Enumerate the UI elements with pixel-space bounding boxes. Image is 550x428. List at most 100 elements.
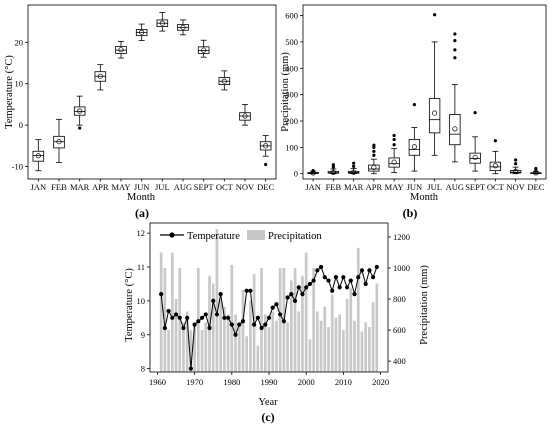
temperature-point-2019 [374,264,379,270]
box-iqr [428,98,441,134]
b-box-jul [428,13,441,156]
temperature-point-1969 [188,366,194,371]
b-xtick-label: APR [366,182,383,192]
c-y2tick-label: 600 [393,325,406,335]
temperature-point-1985 [248,288,253,293]
a-ytick-label: 10 [15,79,24,89]
temperature-point-1967 [181,325,186,331]
temperature-point-1996 [289,292,294,297]
precipitation-bar-1970 [193,326,196,372]
temperature-point-2018 [371,275,376,280]
b-box-jun [408,103,421,172]
temperature-point-1970 [192,322,197,327]
precipitation-bar-1968 [185,311,189,372]
precipitation-bar-1962 [163,268,167,372]
b-box-aug [449,32,461,163]
c-xtick-label: 1990 [261,377,278,387]
temperature-point-1993 [278,312,283,317]
temperature-point-1972 [199,315,205,320]
temperature-point-2012 [348,278,353,283]
temperature-point-2005 [322,275,327,280]
b-plot-frame [302,4,547,180]
box-mean-marker [139,29,145,35]
box-mean-marker [411,144,417,150]
a-xtick-label: JUN [134,182,150,192]
temperature-point-2002 [311,278,316,283]
box-iqr [73,106,86,116]
panel-b-ylabel: Precipitation (mm) [280,52,291,132]
precipitation-bar-2000 [304,252,308,372]
outlier-point [534,166,538,171]
precipitation-bar-1973 [204,322,208,372]
precipitation-bar-1978 [223,306,226,372]
box-mean-marker [242,113,248,119]
b-xtick-label: FEB [326,182,342,192]
legend-temperature-label: Temperature [187,231,240,242]
a-xtick-label: APR [92,182,109,192]
precipitation-bar-1976 [215,229,219,372]
precipitation-bar-1988 [260,268,263,372]
b-xtick-label: MAR [344,182,364,192]
outlier-point [78,126,82,130]
box-mean-marker [351,169,357,175]
a-box-nov [239,104,251,126]
temperature-point-1971 [196,319,201,324]
b-xtick-label: JUN [407,182,423,192]
temperature-point-1990 [266,315,272,320]
c-xtick-label: 2020 [372,377,389,387]
b-box-oct [489,139,502,175]
precipitation-bar-2004 [319,320,323,372]
precipitation-bar-1967 [182,322,185,372]
box-iqr [32,150,45,162]
c-ytick-label: 10 [137,296,146,306]
outlier-point [473,110,477,115]
precipitation-bar-2009 [338,314,341,372]
temperature-point-2014 [356,275,361,280]
panel-b-caption: (b) [403,206,418,220]
outlier-point [392,143,396,147]
box-mean-marker [97,73,103,79]
b-xtick-label: OCT [487,182,505,192]
a-xtick-label: AUG [174,182,192,192]
b-ytick-label: 200 [285,116,298,126]
a-xtick-label: DEC [257,182,274,192]
temperature-point-1980 [229,322,234,327]
precipitation-bar-2001 [308,339,312,372]
precipitation-bar-1980 [230,264,234,372]
precipitation-bar-2005 [323,306,327,372]
box-mean-marker [391,159,397,165]
precipitation-bar-2017 [368,326,371,372]
temperature-point-1995 [285,295,290,300]
temperature-point-2004 [318,264,324,270]
precipitation-bar-2019 [375,283,379,372]
precipitation-bar-1999 [301,275,304,372]
legend-precipitation-swatch [247,230,265,240]
outlier-point [352,164,356,168]
a-xtick-label: OCT [216,182,234,192]
a-box-may [115,41,127,59]
temperature-point-1987 [255,315,260,320]
a-xtick-label: JAN [31,182,47,192]
temperature-point-1983 [240,319,246,324]
precipitation-bar-1972 [200,330,204,372]
a-xtick-label: FEB [51,182,67,192]
c-xtick-label: 2000 [298,377,315,387]
c-xtick-label: 2010 [335,377,352,387]
precipitation-bar-1979 [226,314,230,372]
precipitation-bar-2012 [349,288,353,372]
a-box-apr [94,64,107,91]
b-ytick-label: 300 [285,90,298,100]
a-box-jan [32,139,45,172]
temperature-point-2008 [333,275,339,280]
temperature-point-1986 [252,322,257,327]
precipitation-bar-1963 [167,330,170,372]
precipitation-bar-1965 [174,299,178,372]
outlier-point [392,137,396,142]
precipitation-bar-1961 [159,252,163,372]
c-y2tick-label: 1000 [393,263,410,273]
box-mean-marker [118,47,124,53]
temperature-point-2007 [330,288,335,293]
b-ytick-label: 100 [285,142,298,152]
a-xtick-label: MAR [70,182,90,192]
